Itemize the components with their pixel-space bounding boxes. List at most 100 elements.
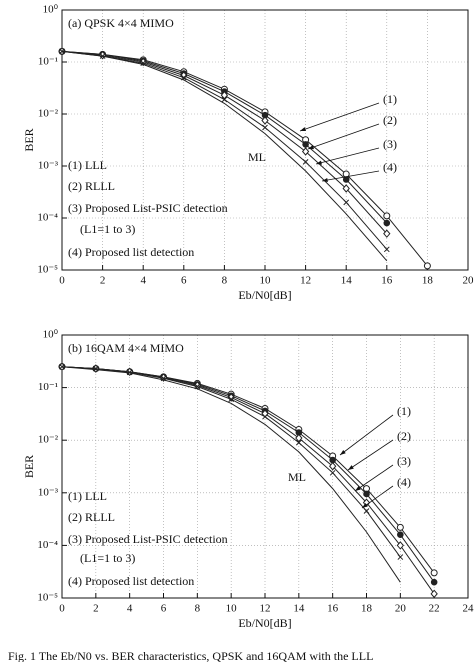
- panel-title: (b) 16QAM 4×4 MIMO: [68, 341, 184, 355]
- marker: [423, 262, 431, 270]
- y-tick-label: 10⁻³: [38, 486, 59, 498]
- x-tick-label: 2: [100, 275, 106, 287]
- annotation-arrow: [321, 170, 380, 182]
- annotation: (4): [383, 160, 397, 174]
- legend-note: (L1=1 to 3): [80, 222, 135, 236]
- marker: [295, 433, 303, 443]
- x-tick-label: 4: [127, 603, 133, 615]
- x-tick-label: 8: [222, 275, 228, 287]
- plot-frame: [61, 334, 469, 599]
- x-tick-label: 6: [181, 275, 187, 287]
- series-line: [61, 50, 388, 262]
- arrow-head: [322, 177, 328, 183]
- legend-entry: (3) Proposed List-PSIC detection: [68, 532, 228, 546]
- marker: [59, 48, 65, 55]
- marker: [363, 508, 370, 514]
- x-tick-label: 8: [195, 603, 201, 615]
- marker: [342, 176, 350, 183]
- marker: [430, 578, 438, 586]
- marker: [295, 439, 302, 446]
- annotation-arrow: [299, 102, 380, 132]
- annotation-arrow: [307, 123, 380, 150]
- arrow-head: [300, 127, 306, 132]
- marker: [261, 116, 269, 125]
- y-tick-label: 10⁻²: [38, 108, 59, 120]
- series-line: [61, 50, 388, 224]
- x-tick-label: 4: [140, 275, 146, 287]
- curve-label: ML: [288, 470, 306, 484]
- marker: [383, 246, 390, 253]
- x-axis-label: Eb/N0[dB]: [238, 616, 291, 630]
- y-axis-label: BER: [22, 128, 36, 151]
- y-tick-label: 10⁻¹: [38, 56, 58, 68]
- x-tick-label: 12: [260, 603, 271, 615]
- annotation-arrow: [347, 439, 394, 471]
- y-tick-label: 10⁻²: [38, 434, 59, 446]
- x-axis-label: Eb/N0[dB]: [238, 288, 291, 302]
- y-tick-label: 10⁻⁵: [37, 264, 58, 276]
- marker: [126, 369, 133, 376]
- x-tick-label: 2: [93, 603, 99, 615]
- arrow-head: [308, 145, 314, 150]
- marker: [383, 229, 391, 238]
- marker: [302, 159, 309, 165]
- legend-entry: (4) Proposed list detection: [68, 245, 194, 259]
- series-line: [61, 50, 388, 250]
- annotation-arrow: [315, 147, 380, 165]
- x-tick-label: 16: [381, 275, 393, 287]
- series-line: [61, 366, 401, 583]
- marker: [329, 461, 337, 471]
- marker: [342, 184, 350, 193]
- marker: [383, 219, 391, 227]
- y-tick-label: 10⁻⁴: [37, 539, 58, 551]
- marker: [329, 469, 336, 476]
- caption: Fig. 1 The Eb/N0 vs. BER characteristics…: [8, 649, 373, 662]
- marker: [262, 413, 268, 420]
- y-tick-label: 10⁻¹: [38, 381, 58, 393]
- x-tick-label: 14: [293, 603, 305, 615]
- arrow-head: [348, 465, 354, 470]
- marker: [430, 589, 438, 599]
- marker: [221, 96, 228, 103]
- annotation: (3): [383, 137, 397, 151]
- marker: [301, 147, 310, 156]
- legend-entry: (2) RLLL: [68, 510, 115, 524]
- annotation: (1): [397, 404, 411, 418]
- y-axis-label: BER: [22, 455, 36, 478]
- y-tick-label: 10⁻³: [38, 160, 59, 172]
- legend-entry: (2) RLLL: [68, 179, 115, 193]
- arrow-head: [340, 449, 346, 455]
- panel-title: (a) QPSK 4×4 MIMO: [68, 16, 174, 30]
- marker: [302, 141, 309, 148]
- marker: [383, 212, 391, 220]
- annotation: (1): [383, 92, 397, 106]
- legend-entry: (4) Proposed list detection: [68, 574, 194, 588]
- marker: [343, 199, 350, 206]
- marker: [220, 90, 229, 100]
- annotation: (2): [397, 429, 411, 443]
- legend-note: (L1=1 to 3): [80, 551, 135, 565]
- x-tick-label: 22: [429, 603, 440, 615]
- annotation: (3): [397, 454, 411, 468]
- marker: [59, 363, 65, 370]
- annotation-arrow: [339, 414, 394, 456]
- y-tick-label: 10⁰: [43, 329, 59, 341]
- marker: [228, 396, 235, 403]
- annotation: (4): [397, 475, 411, 489]
- curve-label: ML: [248, 150, 266, 164]
- x-tick-label: 18: [361, 603, 373, 615]
- arrow-head: [316, 160, 322, 165]
- annotation: (2): [383, 113, 397, 127]
- y-tick-label: 10⁰: [43, 4, 59, 16]
- x-tick-label: 20: [395, 603, 407, 615]
- x-tick-label: 0: [59, 603, 65, 615]
- arrow-head: [355, 486, 361, 491]
- y-tick-label: 10⁻⁴: [37, 212, 58, 224]
- y-tick-label: 10⁻⁵: [37, 592, 58, 604]
- annotation-arrow: [354, 464, 394, 492]
- annotation-arrow: [361, 485, 394, 509]
- legend-entry: (3) Proposed List-PSIC detection: [68, 201, 228, 215]
- marker: [363, 490, 370, 498]
- x-tick-label: 12: [300, 275, 311, 287]
